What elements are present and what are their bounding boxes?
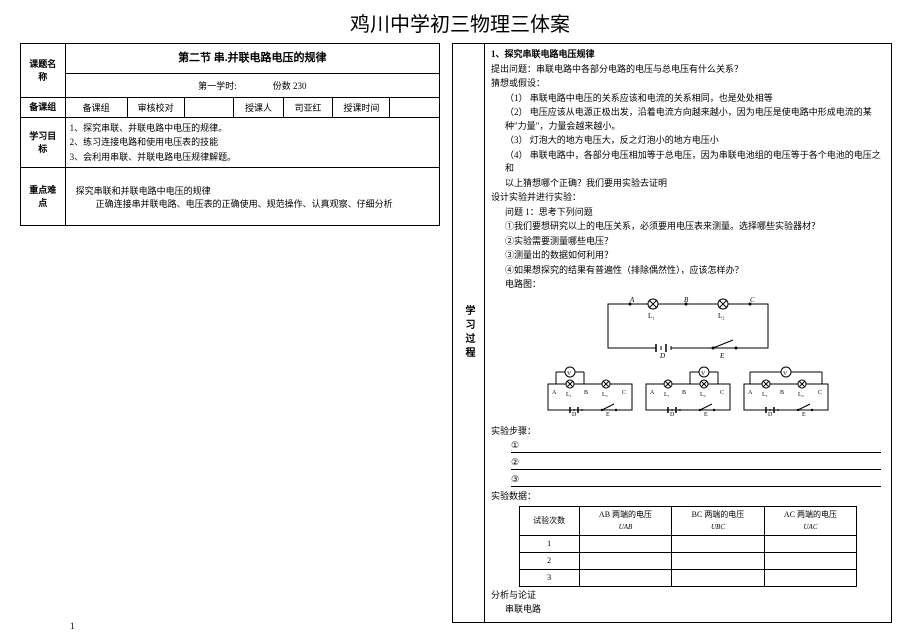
svg-text:E: E <box>704 412 708 416</box>
focus-label: 重点难点 <box>21 168 66 226</box>
left-column: 课题名称 第二节 串.并联电路电压的规律 第一学时: 份数 230 备课组 备课… <box>20 43 440 623</box>
q1-4: ④如果想探究的结果有普遍性（排除偶然性），应该怎样办？ <box>491 264 885 278</box>
guess-label: 猜想或假设： <box>491 77 885 91</box>
main-container: 课题名称 第二节 串.并联电路电压的规律 第一学时: 份数 230 备课组 备课… <box>20 43 900 623</box>
th-bc: BC 两端的电压UBC <box>672 506 764 535</box>
prep-c1: 备课组 <box>21 98 66 118</box>
svg-text:L₁: L₁ <box>648 312 655 320</box>
svg-text:V: V <box>567 371 572 377</box>
circuit-diagram-row: V A B C L₁ L₂ D E V A B C <box>491 366 885 421</box>
svg-text:B: B <box>584 390 588 396</box>
svg-text:L₁: L₁ <box>566 392 572 398</box>
svg-text:L₂: L₂ <box>700 392 706 398</box>
series-label: 串联电路 <box>491 603 885 617</box>
prep-c6: 司亚红 <box>283 98 333 118</box>
svg-text:E: E <box>719 352 725 358</box>
svg-text:D: D <box>572 412 577 416</box>
process-label: 学习过程 <box>452 43 484 623</box>
prep-c4 <box>184 98 234 118</box>
verify-text: 以上猜想哪个正确？我们要用实验去证明 <box>491 177 885 191</box>
design-label: 设计实验并进行实验： <box>491 191 885 205</box>
step-1: ① <box>511 439 881 453</box>
period-label: 第一学时: <box>198 81 237 91</box>
question-prompt: 提出问题：串联电路中各部分电路的电压与总电压有什么关系？ <box>491 63 885 77</box>
prep-c3: 审核校对 <box>127 98 184 118</box>
topic-label: 课题名称 <box>21 44 66 98</box>
svg-text:C: C <box>818 390 822 396</box>
analysis-label: 分析与论证 <box>491 589 885 603</box>
svg-text:E: E <box>802 412 806 416</box>
svg-text:L₂: L₂ <box>718 312 725 320</box>
th-ac: AC 两端的电压UAC <box>764 506 857 535</box>
right-column: 学习过程 1、探究串联电路电压规律 提出问题：串联电路中各部分电路的电压与总电压… <box>452 43 892 623</box>
svg-text:L₁: L₁ <box>664 392 670 398</box>
goal-3: 3、会利用串联、并联电路电压规律解题。 <box>70 150 435 164</box>
hyp-4: （4） 串联电路中，各部分电压相加等于总电压，因为串联电池组的电压等于各个电池的… <box>491 149 885 176</box>
q1-1: ①我们要想研究以上的电压关系，必须要用电压表来测量。选择哪些实验器材？ <box>491 220 885 234</box>
q1-3: ③测量出的数据如何利用？ <box>491 249 885 263</box>
svg-text:L₂: L₂ <box>602 392 608 398</box>
goal-2: 2、练习连接电路和使用电压表的技能 <box>70 135 435 149</box>
hyp-1: （1） 串联电路中电压的关系应该和电流的关系相同，也是处处相等 <box>491 92 885 106</box>
svg-text:V: V <box>701 371 706 377</box>
row-3: 3 <box>519 569 579 586</box>
svg-text:B: B <box>682 390 686 396</box>
copies-label: 份数 <box>273 81 291 91</box>
focus-1: 探究串联和并联电路中电压的规律 <box>76 184 429 197</box>
step-2: ② <box>511 456 881 470</box>
prep-c2: 备课组 <box>65 98 127 118</box>
focus-2: 正确连接串并联电路、电压表的正确使用、规范操作、认真观察、仔细分析 <box>76 197 429 210</box>
circuit-diagram-main: A B C L₁ L₂ <box>491 296 885 363</box>
page-number: 1 <box>70 621 75 631</box>
svg-text:A: A <box>552 390 557 396</box>
q1-2: ②实验需要测量哪些电压？ <box>491 235 885 249</box>
svg-text:D: D <box>670 412 675 416</box>
data-label: 实验数据： <box>491 490 885 504</box>
prep-c8 <box>390 98 440 118</box>
data-table: 试验次数 AB 两端的电压UAB BC 两端的电压UBC AC 两端的电压UAC… <box>519 506 858 587</box>
right-heading: 1、探究串联电路电压规律 <box>491 48 885 62</box>
q1-label: 问题 1：思考下列问题 <box>491 206 885 220</box>
document-title: 鸡川中学初三物理三体案 <box>20 8 900 37</box>
svg-text:E: E <box>606 412 610 416</box>
svg-text:L₂: L₂ <box>798 392 804 398</box>
svg-text:L₁: L₁ <box>762 392 768 398</box>
svg-text:B: B <box>780 390 784 396</box>
goals-label: 学习目标 <box>21 118 66 168</box>
svg-text:C: C <box>720 390 724 396</box>
th-trial: 试验次数 <box>519 506 579 535</box>
th-ab: AB 两端的电压UAB <box>579 506 672 535</box>
section-title: 第二节 串.并联电路电压的规律 <box>70 49 435 65</box>
svg-text:A: A <box>650 390 655 396</box>
svg-text:D: D <box>659 352 665 358</box>
svg-text:V: V <box>783 371 788 377</box>
right-content: 1、探究串联电路电压规律 提出问题：串联电路中各部分电路的电压与总电压有什么关系… <box>484 43 892 623</box>
goal-1: 1、探究串联、并联电路中电压的规律。 <box>70 121 435 135</box>
row-2: 2 <box>519 552 579 569</box>
circuit-label: 电路图： <box>491 278 885 292</box>
hyp-3: （3） 灯泡大的地方电压大，反之灯泡小的地方电压小 <box>491 134 885 148</box>
copies-value: 230 <box>293 81 307 91</box>
prep-c7: 授课时间 <box>333 98 390 118</box>
row-1: 1 <box>519 535 579 552</box>
hyp-2: （2） 电压应该从电源正极出发，沿着电流方向越来越小，因为电压是使电路中形成电流… <box>491 106 885 133</box>
prep-c5: 授课人 <box>234 98 284 118</box>
svg-text:D: D <box>768 412 773 416</box>
svg-text:C: C <box>622 390 626 396</box>
svg-text:A: A <box>748 390 753 396</box>
steps-label: 实验步骤： <box>491 425 885 439</box>
step-3: ③ <box>511 473 881 487</box>
left-table: 课题名称 第二节 串.并联电路电压的规律 第一学时: 份数 230 备课组 备课… <box>20 43 440 226</box>
